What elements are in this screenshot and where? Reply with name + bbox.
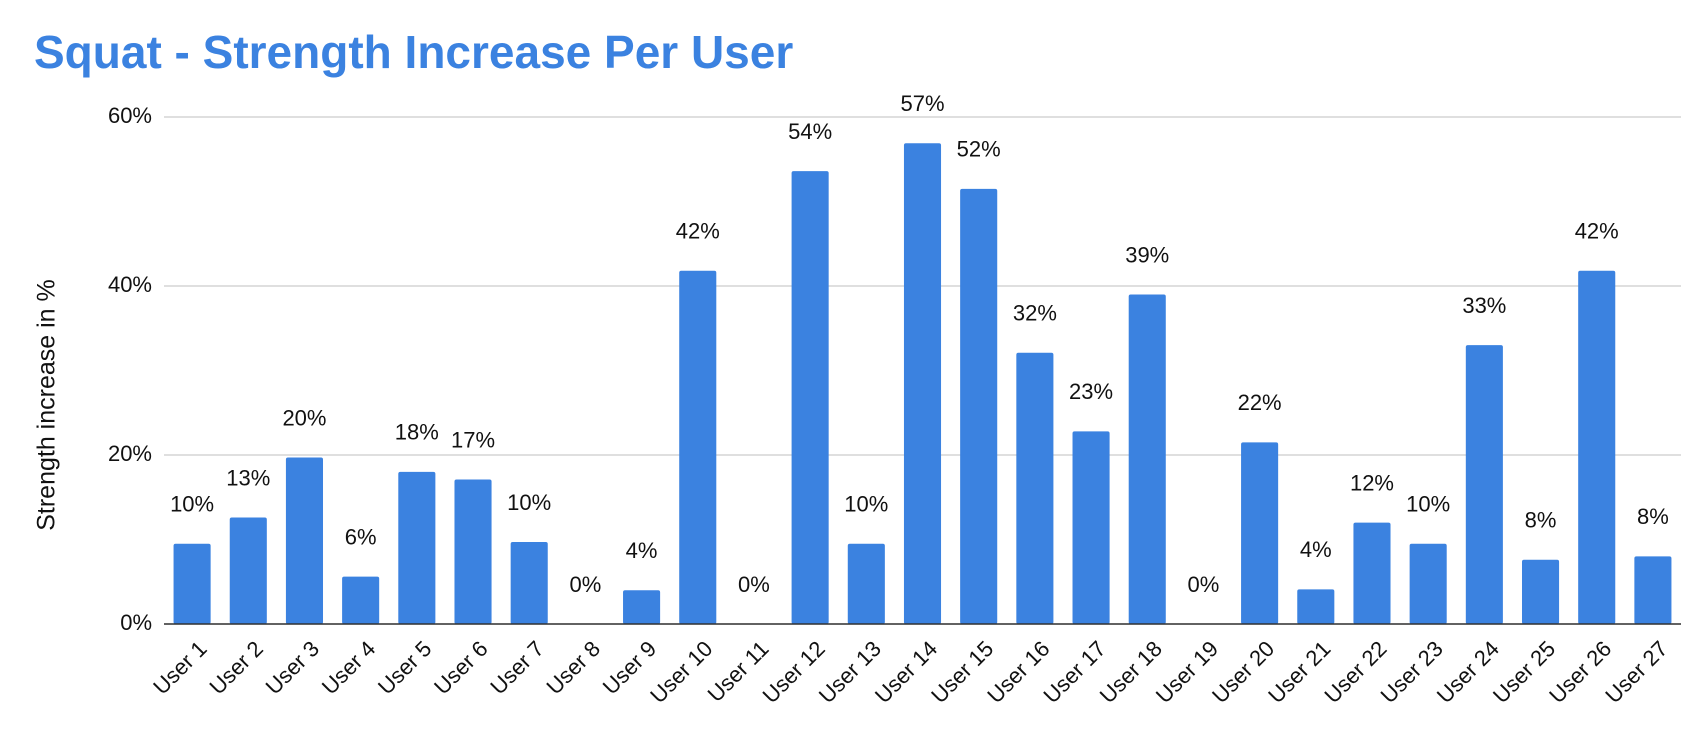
y-tick-label: 60% <box>108 103 152 128</box>
x-tick-label: User 5 <box>373 636 436 699</box>
x-tick-label: User 6 <box>429 636 492 699</box>
bar <box>623 590 661 624</box>
data-label: 39% <box>1125 242 1169 267</box>
data-label: 10% <box>1406 492 1450 517</box>
data-label: 33% <box>1462 293 1506 318</box>
y-tick-label: 20% <box>108 441 152 466</box>
x-tick-label: User 4 <box>317 636 380 699</box>
data-label: 10% <box>844 492 888 517</box>
data-label: 0% <box>1188 572 1220 597</box>
data-label: 0% <box>738 572 770 597</box>
bar <box>791 171 829 624</box>
data-label: 54% <box>788 119 832 144</box>
x-tick-label: User 7 <box>485 636 548 699</box>
bar <box>173 543 211 624</box>
bar <box>847 543 885 624</box>
data-label: 10% <box>170 492 214 517</box>
x-tick-label: User 20 <box>1207 636 1279 708</box>
x-tick-label: User 22 <box>1319 636 1391 708</box>
x-tick-label: User 3 <box>261 636 324 699</box>
x-tick-label: User 21 <box>1263 636 1335 708</box>
bar <box>285 457 324 624</box>
data-label: 4% <box>1300 537 1332 562</box>
bar <box>1634 556 1672 624</box>
bar <box>1465 345 1503 624</box>
x-tick-label: User 1 <box>148 636 211 699</box>
bar <box>1521 559 1560 624</box>
data-label: 18% <box>395 420 439 445</box>
bar <box>960 188 998 624</box>
bar <box>1297 589 1335 624</box>
chart-title: Squat - Strength Increase Per User <box>34 26 793 78</box>
data-label: 42% <box>676 219 720 244</box>
data-label: 10% <box>507 490 551 515</box>
data-label: 22% <box>1238 390 1282 415</box>
data-label: 32% <box>1013 301 1057 326</box>
bar <box>510 542 548 624</box>
bar <box>398 471 436 624</box>
bar <box>1016 352 1054 624</box>
data-label: 4% <box>626 538 658 563</box>
x-tick-label: User 26 <box>1544 636 1616 708</box>
x-tick-label: User 15 <box>926 636 998 708</box>
bar <box>229 517 267 624</box>
x-tick-label: User 16 <box>982 636 1054 708</box>
data-label: 0% <box>569 572 601 597</box>
bar <box>454 479 492 624</box>
x-tick-label: User 14 <box>870 636 942 708</box>
bar <box>342 576 380 624</box>
x-tick-label: User 10 <box>645 636 717 708</box>
x-tick-label: User 12 <box>758 636 830 708</box>
y-axis-title: Strength increase in % <box>33 279 61 531</box>
x-tick-label: User 13 <box>814 636 886 708</box>
x-tick-label: User 25 <box>1488 636 1560 708</box>
y-tick-label: 40% <box>108 272 152 297</box>
data-label: 20% <box>282 405 326 430</box>
x-tick-label: User 17 <box>1039 636 1111 708</box>
data-label: 8% <box>1637 504 1669 529</box>
data-label: 6% <box>345 524 377 549</box>
bar <box>1353 522 1391 624</box>
data-label: 52% <box>957 137 1001 162</box>
x-tick-label: User 27 <box>1600 636 1672 708</box>
data-label: 13% <box>226 465 270 490</box>
x-tick-label: User 2 <box>204 636 267 699</box>
bar <box>1128 294 1166 624</box>
x-tick-label: User 8 <box>542 636 605 699</box>
bar <box>1409 543 1447 624</box>
x-tick-label: User 19 <box>1151 636 1223 708</box>
data-label: 8% <box>1525 508 1557 533</box>
bar <box>1072 431 1110 624</box>
data-label: 17% <box>451 427 495 452</box>
data-label: 42% <box>1575 219 1619 244</box>
data-label: 12% <box>1350 470 1394 495</box>
bar <box>1241 442 1279 624</box>
bar <box>903 143 942 624</box>
bar <box>679 270 717 624</box>
x-tick-label: User 18 <box>1095 636 1167 708</box>
x-tick-label: User 24 <box>1432 636 1504 708</box>
data-label: 23% <box>1069 379 1113 404</box>
bar <box>1578 270 1616 624</box>
y-tick-label: 0% <box>120 610 152 635</box>
x-tick-label: User 23 <box>1376 636 1448 708</box>
data-label: 57% <box>900 91 944 116</box>
